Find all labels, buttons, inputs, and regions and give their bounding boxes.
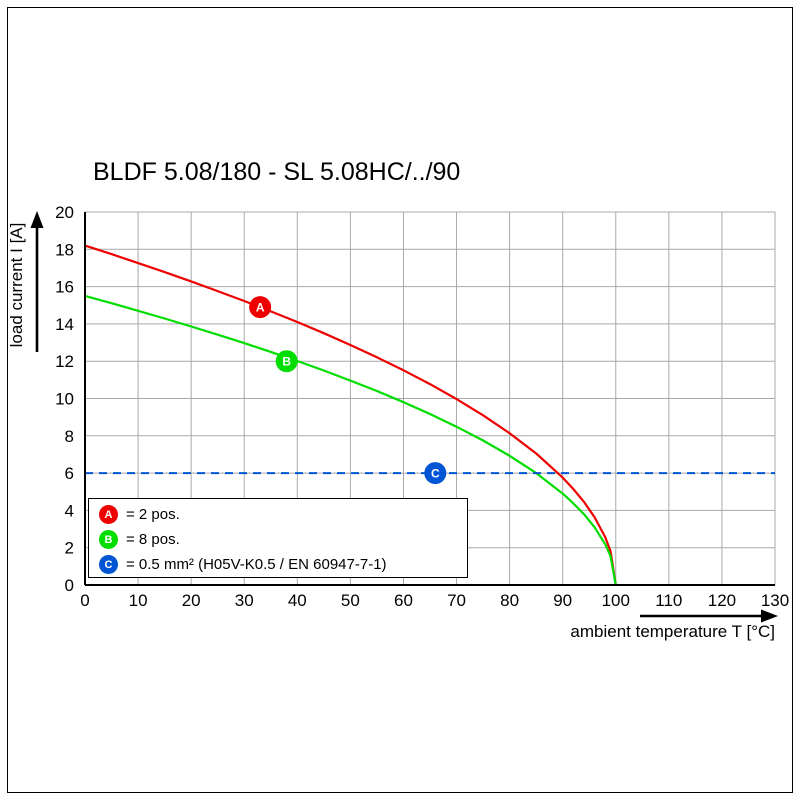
y-axis-arrow-head xyxy=(30,211,44,228)
y-tick-label: 4 xyxy=(65,501,74,520)
y-tick-label: 2 xyxy=(65,539,74,558)
x-tick-label: 100 xyxy=(602,591,630,610)
x-tick-label: 40 xyxy=(288,591,307,610)
curve-marker-a xyxy=(249,296,272,319)
legend-label-c: = 0.5 mm² (H05V-K0.5 / EN 60947-7-1) xyxy=(126,556,387,573)
curve-marker-letter-a: A xyxy=(256,301,265,315)
y-tick-label: 0 xyxy=(65,576,74,595)
x-tick-label: 60 xyxy=(394,591,413,610)
series-a-marker-badge: A xyxy=(99,505,118,524)
x-tick-label: 80 xyxy=(500,591,519,610)
y-tick-label: 12 xyxy=(55,352,74,371)
series-b-marker-badge: B xyxy=(99,530,118,549)
x-axis-arrow-head xyxy=(761,609,778,623)
legend-item-a: A = 2 pos. xyxy=(99,502,467,527)
chart-title: BLDF 5.08/180 - SL 5.08HC/../90 xyxy=(93,158,461,186)
curve-marker-c xyxy=(424,462,447,485)
y-tick-label: 6 xyxy=(65,464,74,483)
chart-legend: A = 2 pos. B = 8 pos. C = 0.5 mm² (H05V-… xyxy=(88,498,468,578)
y-tick-label: 16 xyxy=(55,278,74,297)
y-tick-label: 20 xyxy=(55,203,74,222)
x-tick-label: 50 xyxy=(341,591,360,610)
x-axis-label: ambient temperature T [°C] xyxy=(570,622,775,641)
series-c-marker-badge: C xyxy=(99,555,118,574)
legend-item-b: B = 8 pos. xyxy=(99,527,467,552)
derating-curve-b xyxy=(84,294,617,586)
y-tick-label: 10 xyxy=(55,390,74,409)
x-tick-label: 70 xyxy=(447,591,466,610)
x-tick-label: 30 xyxy=(235,591,254,610)
legend-label-a: = 2 pos. xyxy=(126,506,180,523)
y-tick-label: 18 xyxy=(55,240,74,259)
derating-curve-a xyxy=(84,244,617,586)
y-tick-label: 8 xyxy=(65,427,74,446)
x-tick-label: 110 xyxy=(655,591,682,610)
legend-label-b: = 8 pos. xyxy=(126,531,180,548)
x-tick-label: 10 xyxy=(129,591,148,610)
y-tick-label: 14 xyxy=(55,315,74,334)
legend-item-c: C = 0.5 mm² (H05V-K0.5 / EN 60947-7-1) xyxy=(99,552,467,577)
x-tick-label: 130 xyxy=(761,591,789,610)
x-tick-label: 0 xyxy=(80,591,89,610)
curve-marker-letter-b: B xyxy=(282,355,291,369)
x-tick-label: 120 xyxy=(708,591,736,610)
x-tick-label: 20 xyxy=(182,591,201,610)
curve-marker-letter-c: C xyxy=(431,467,440,481)
x-tick-label: 90 xyxy=(553,591,572,610)
curve-marker-b xyxy=(275,350,298,373)
